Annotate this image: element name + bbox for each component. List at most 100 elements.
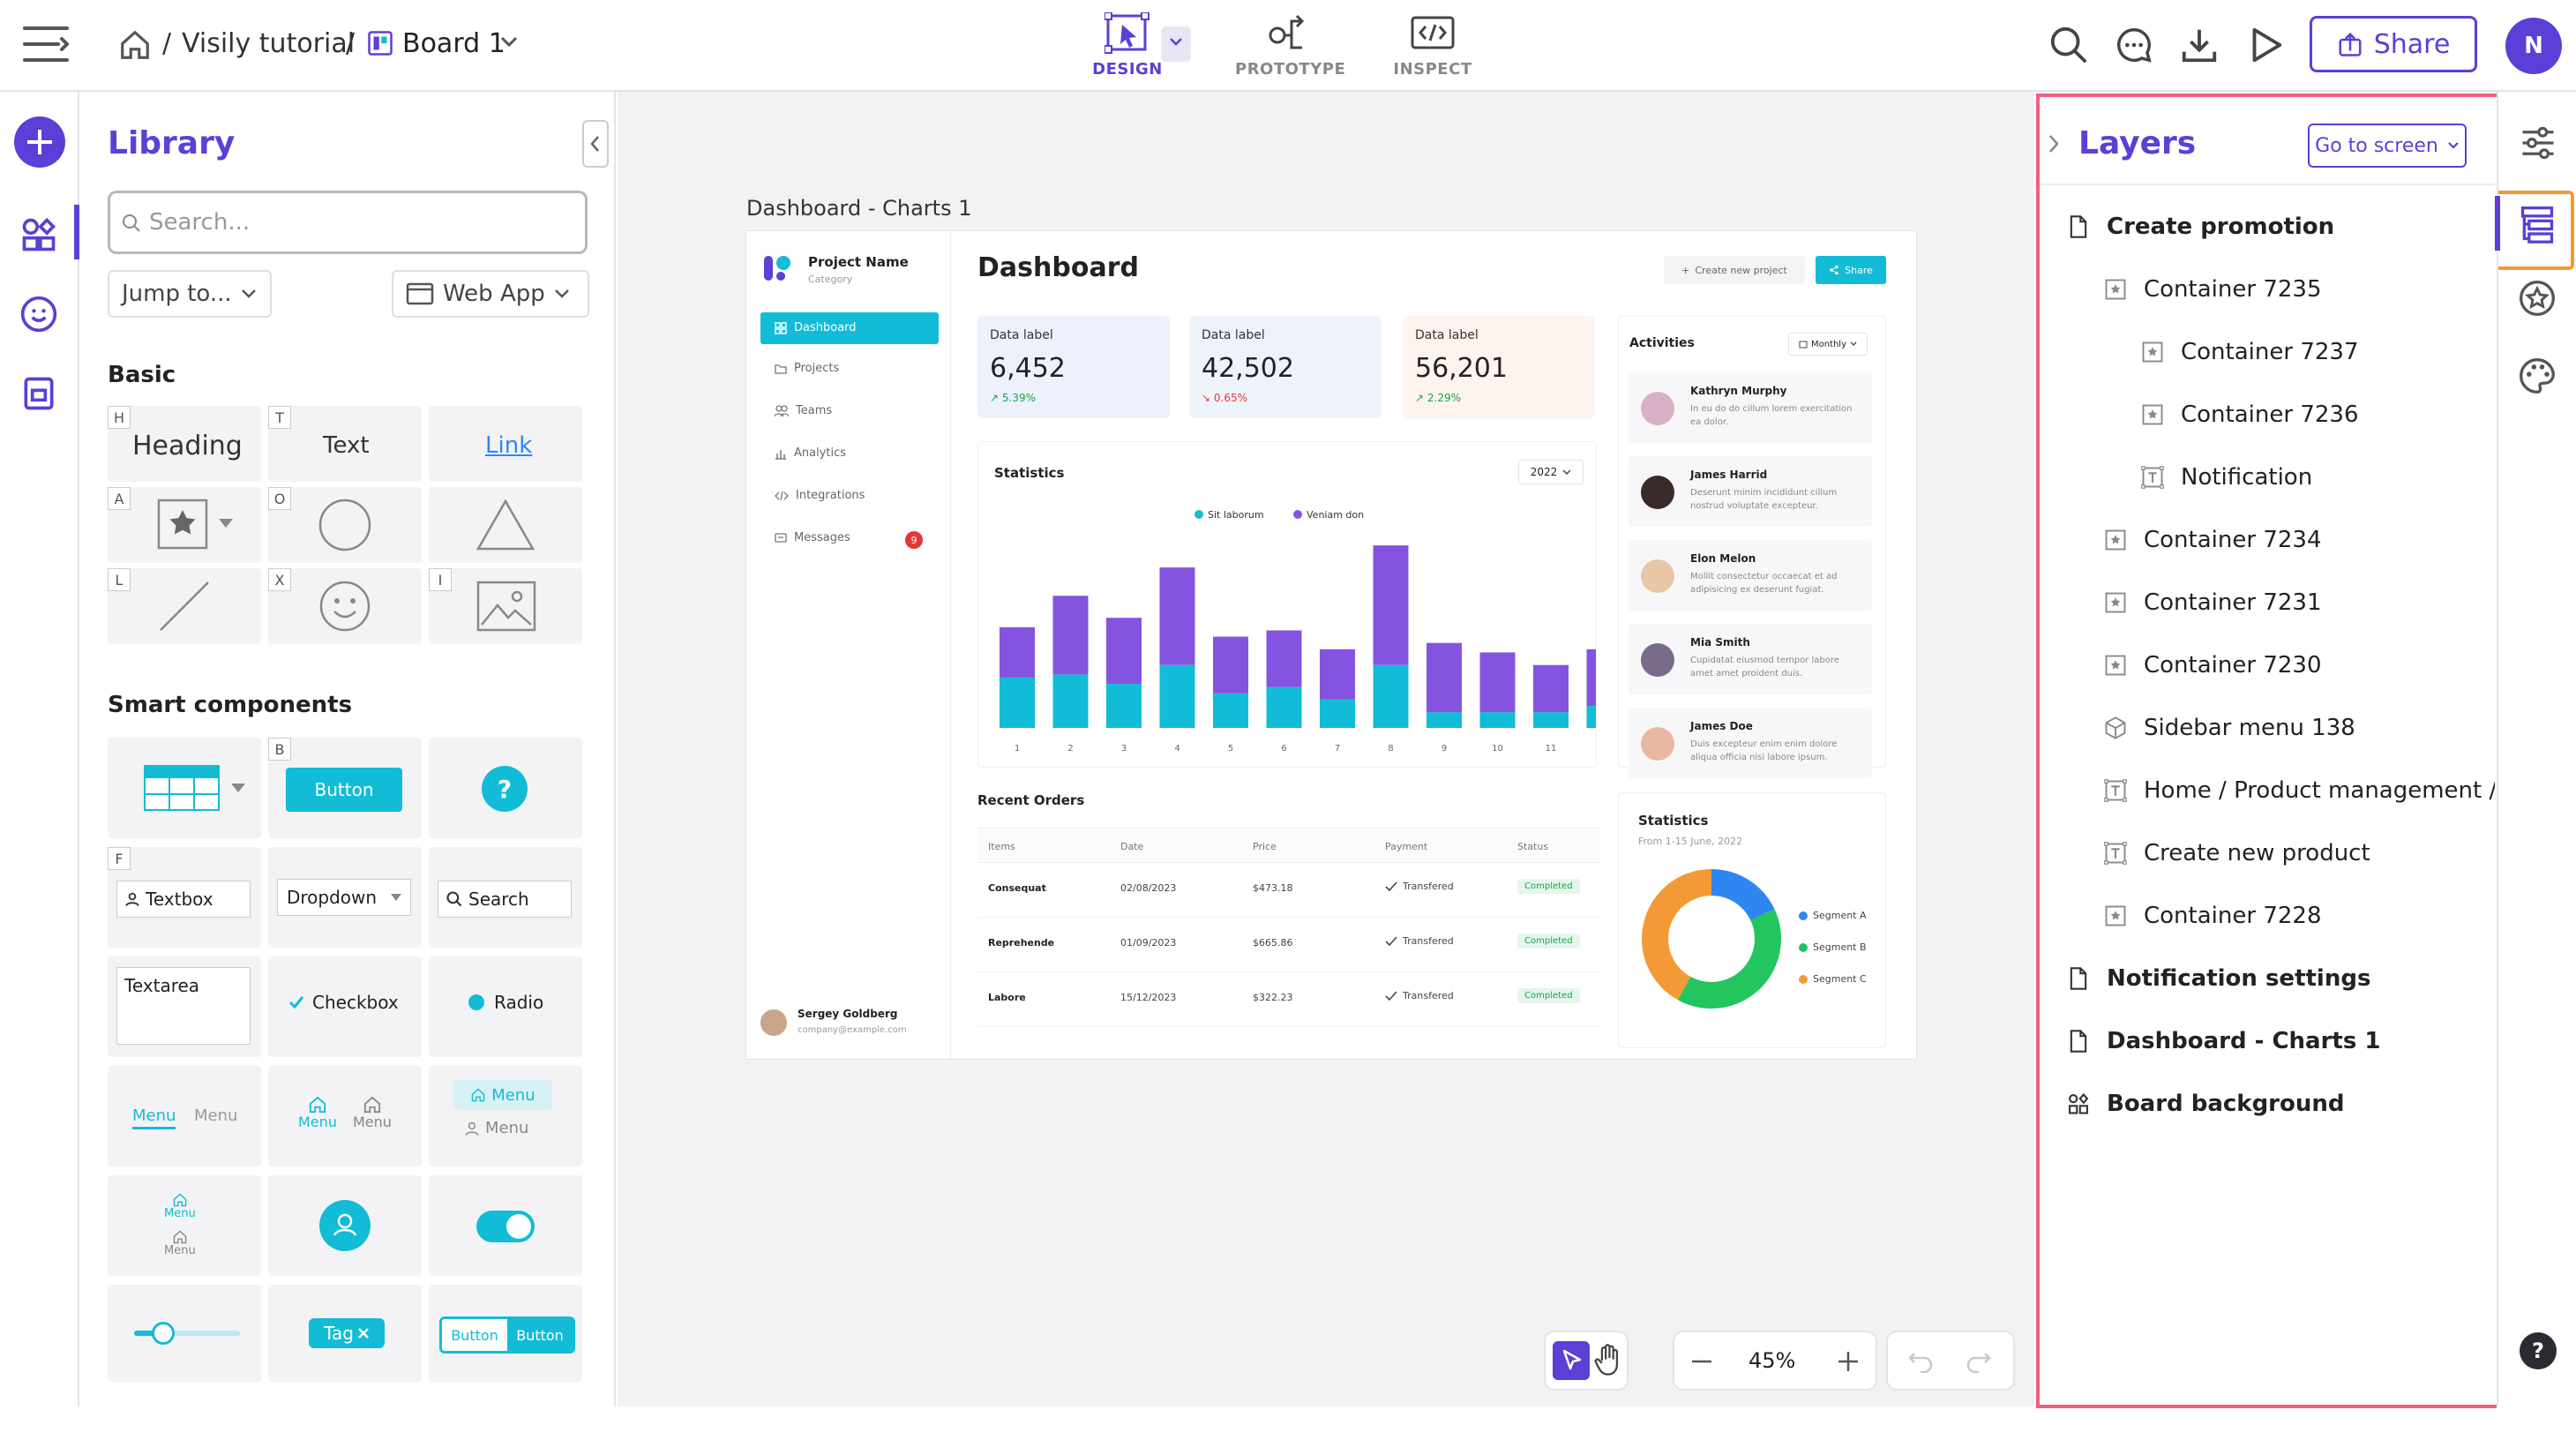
help-icon[interactable]: ? xyxy=(2520,1332,2557,1369)
toggle-tile[interactable] xyxy=(429,1175,582,1276)
layer-item[interactable]: Container 7231 xyxy=(2103,589,2322,616)
link-tile[interactable]: Link xyxy=(429,406,582,482)
share-button[interactable]: Share xyxy=(2310,16,2477,72)
design-options-chevron-icon[interactable] xyxy=(1161,26,1191,62)
layer-item[interactable]: Create promotion xyxy=(2066,214,2334,240)
textbox-tile[interactable]: F Textbox xyxy=(108,847,261,948)
nav-messages[interactable]: Messages xyxy=(775,531,850,544)
collapse-layers-icon[interactable] xyxy=(2045,131,2063,157)
avatar-tile[interactable] xyxy=(268,1175,422,1276)
heading-tile[interactable]: H Heading xyxy=(108,406,261,482)
breadcrumb-project[interactable]: Visily tutorial xyxy=(182,28,356,59)
component-badge-icon[interactable] xyxy=(2518,279,2557,318)
mode-prototype[interactable]: PROTOTYPE xyxy=(1235,12,1345,79)
button-tile[interactable]: B Button xyxy=(268,738,422,838)
user-avatar[interactable]: N xyxy=(2505,18,2562,74)
textarea-tile[interactable]: Textarea xyxy=(108,956,261,1057)
help-tile[interactable]: ? xyxy=(429,738,582,838)
nav-analytics[interactable]: Analytics xyxy=(775,446,846,460)
activity-item[interactable]: Kathryn Murphy In eu do do cillum lorem e… xyxy=(1629,372,1872,443)
dropdown-tile[interactable]: Dropdown xyxy=(268,847,422,948)
jump-to-dropdown[interactable]: Jump to... xyxy=(108,270,272,318)
zoom-level[interactable]: 45% xyxy=(1749,1348,1796,1373)
layer-item[interactable]: Container 7235 xyxy=(2103,276,2322,303)
layer-item[interactable]: Container 7230 xyxy=(2103,652,2322,679)
undo-icon[interactable] xyxy=(1907,1348,1934,1373)
monthly-select[interactable]: Monthly xyxy=(1788,333,1868,356)
select-cursor-icon[interactable] xyxy=(1553,1341,1590,1380)
home-icon[interactable] xyxy=(118,28,152,62)
year-select[interactable]: 2022 xyxy=(1518,460,1584,484)
collapse-library-icon[interactable] xyxy=(582,120,609,168)
go-to-screen-button[interactable]: Go to screen xyxy=(2308,124,2467,168)
layer-item[interactable]: Home / Product management / Cre xyxy=(2103,777,2495,804)
icon-tile[interactable]: A xyxy=(108,487,261,563)
line-tile[interactable]: L xyxy=(108,568,261,644)
table-tile[interactable] xyxy=(108,738,261,838)
frame-title[interactable]: Dashboard - Charts 1 xyxy=(746,196,972,221)
zoom-out-icon[interactable] xyxy=(1690,1350,1713,1373)
layer-item[interactable]: Notification xyxy=(2140,464,2312,491)
nav-dashboard[interactable]: Dashboard xyxy=(760,312,939,344)
tag-tile[interactable]: Tag xyxy=(268,1285,422,1382)
create-project-button[interactable]: + Create new project xyxy=(1664,256,1805,284)
dashboard-frame[interactable]: Project Name Category Dashboard Projects… xyxy=(746,231,1916,1059)
layer-item[interactable]: Create new product xyxy=(2103,840,2370,866)
search-icon[interactable] xyxy=(2048,25,2089,65)
layer-list: Create promotion Container 7235 Container … xyxy=(2034,92,2495,1406)
chevron-down-icon[interactable] xyxy=(499,35,519,49)
nav-integrations[interactable]: Integrations xyxy=(775,489,865,502)
button-group-tile[interactable]: Button Button xyxy=(429,1285,582,1382)
slider-tile[interactable] xyxy=(108,1285,261,1382)
table-row[interactable]: Labore 15/12/2023 $322.23 Transfered Complet… xyxy=(977,972,1600,1027)
radio-tile[interactable]: Radio xyxy=(429,956,582,1057)
layer-item[interactable]: Container 7237 xyxy=(2140,339,2359,365)
menu-toggle-icon[interactable] xyxy=(23,25,69,64)
nav-teams[interactable]: Teams xyxy=(775,404,832,417)
menu-stacked-tile[interactable]: Menu Menu xyxy=(108,1175,261,1276)
layer-item[interactable]: Dashboard - Charts 1 xyxy=(2066,1028,2380,1054)
saved-icon[interactable] xyxy=(19,374,58,413)
add-icon[interactable] xyxy=(14,116,65,168)
mode-design[interactable]: DESIGN xyxy=(1085,12,1170,79)
hand-tool-icon[interactable] xyxy=(1593,1343,1623,1378)
triangle-tile[interactable] xyxy=(429,487,582,563)
search-tile[interactable]: Search xyxy=(429,847,582,948)
activity-item[interactable]: James Harrid Deserunt minim incididunt ci… xyxy=(1629,456,1872,527)
components-icon[interactable] xyxy=(19,215,58,254)
layer-item[interactable]: Container 7228 xyxy=(2103,903,2322,929)
layer-item[interactable]: Container 7234 xyxy=(2103,527,2322,553)
table-row[interactable]: Consequat 02/08/2023 $473.18 Transfered Comp… xyxy=(977,863,1600,918)
nav-projects[interactable]: Projects xyxy=(775,362,839,375)
redo-icon[interactable] xyxy=(1966,1348,1992,1373)
mode-inspect[interactable]: INSPECT xyxy=(1387,12,1479,79)
activity-item[interactable]: James Doe Duis excepteur enim enim dolore… xyxy=(1629,708,1872,778)
menu-vertical-tile[interactable]: Menu Menu xyxy=(429,1066,582,1166)
activity-item[interactable]: Mia Smith Cupidatat eiusmod tempor labore… xyxy=(1629,624,1872,694)
play-icon[interactable] xyxy=(2244,25,2285,65)
webapp-dropdown[interactable]: Web App xyxy=(392,270,589,318)
table-row[interactable]: Reprehende 01/09/2023 $665.86 Transfered Com… xyxy=(977,918,1600,972)
dash-share-button[interactable]: Share xyxy=(1816,256,1886,284)
palette-icon[interactable] xyxy=(2518,356,2557,395)
library-search-input[interactable]: Search... xyxy=(108,191,588,254)
emoji-icon[interactable] xyxy=(19,295,58,334)
emoji-tile[interactable]: X xyxy=(268,568,422,644)
layers-tab-icon[interactable] xyxy=(2518,205,2557,244)
properties-sliders-icon[interactable] xyxy=(2520,125,2557,161)
layer-item[interactable]: Board background xyxy=(2066,1091,2345,1117)
activity-item[interactable]: Elon Melon Mollit consectetur occaecat et… xyxy=(1629,540,1872,611)
menu-icons-tile[interactable]: Menu Menu xyxy=(268,1066,422,1166)
image-tile[interactable]: I xyxy=(429,568,582,644)
layer-item[interactable]: Notification settings xyxy=(2066,965,2370,992)
layer-item[interactable]: Sidebar menu 138 xyxy=(2103,715,2355,741)
board-name[interactable]: Board 1 xyxy=(402,28,505,59)
comment-icon[interactable] xyxy=(2114,25,2154,65)
menu-tabs-tile[interactable]: Menu Menu xyxy=(108,1066,261,1166)
download-icon[interactable] xyxy=(2179,25,2220,65)
text-tile[interactable]: T Text xyxy=(268,406,422,482)
checkbox-tile[interactable]: Checkbox xyxy=(268,956,422,1057)
ellipse-tile[interactable]: O xyxy=(268,487,422,563)
layer-item[interactable]: Container 7236 xyxy=(2140,401,2359,428)
zoom-in-icon[interactable] xyxy=(1837,1350,1860,1373)
